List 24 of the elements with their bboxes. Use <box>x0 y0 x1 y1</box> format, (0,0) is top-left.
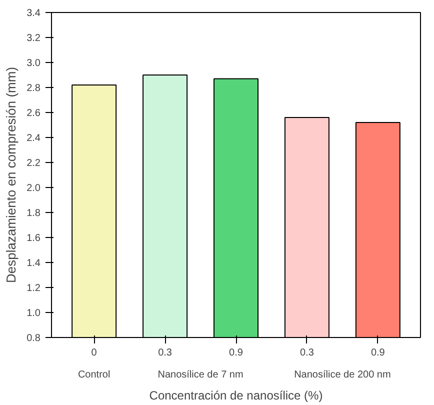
text: Nanosílice de 200 nm <box>294 370 391 380</box>
x-tick-label: 0.3 <box>158 348 172 358</box>
y-axis-title: Desplazamiento en compresión (mm) <box>4 66 19 284</box>
y-tick-label: 2.8 <box>26 83 41 94</box>
x-tick-label: 0 <box>91 348 98 358</box>
x-tick-label: 0.9 <box>370 348 386 358</box>
y-tick-label: 3.4 <box>26 8 41 19</box>
text: Nanosílice de 7 nm <box>158 370 244 380</box>
y-tick-label: 2.4 <box>26 133 41 144</box>
y-tick-label: 1.2 <box>26 283 41 294</box>
y-tick-label: 2.6 <box>26 108 41 119</box>
y-tick-label: 3.2 <box>26 33 41 44</box>
y-tick-label: 2.2 <box>26 158 41 169</box>
text: Control <box>78 370 110 380</box>
y-tick-label: 0.8 <box>26 333 41 344</box>
y-tick-label: 1.0 <box>26 308 41 319</box>
x-tick-label: 0.9 <box>229 348 244 358</box>
y-tick-label: 2.0 <box>26 183 41 194</box>
x-tick-label: 0.3 <box>300 348 314 358</box>
y-tick-label: 1.6 <box>26 233 41 244</box>
x-axis-title: Concentración de nanosílice (%) <box>149 388 323 402</box>
y-tick-label: 3.0 <box>26 58 41 69</box>
y-tick-label: 1.8 <box>26 208 41 219</box>
y-tick-label: 1.4 <box>26 258 41 269</box>
